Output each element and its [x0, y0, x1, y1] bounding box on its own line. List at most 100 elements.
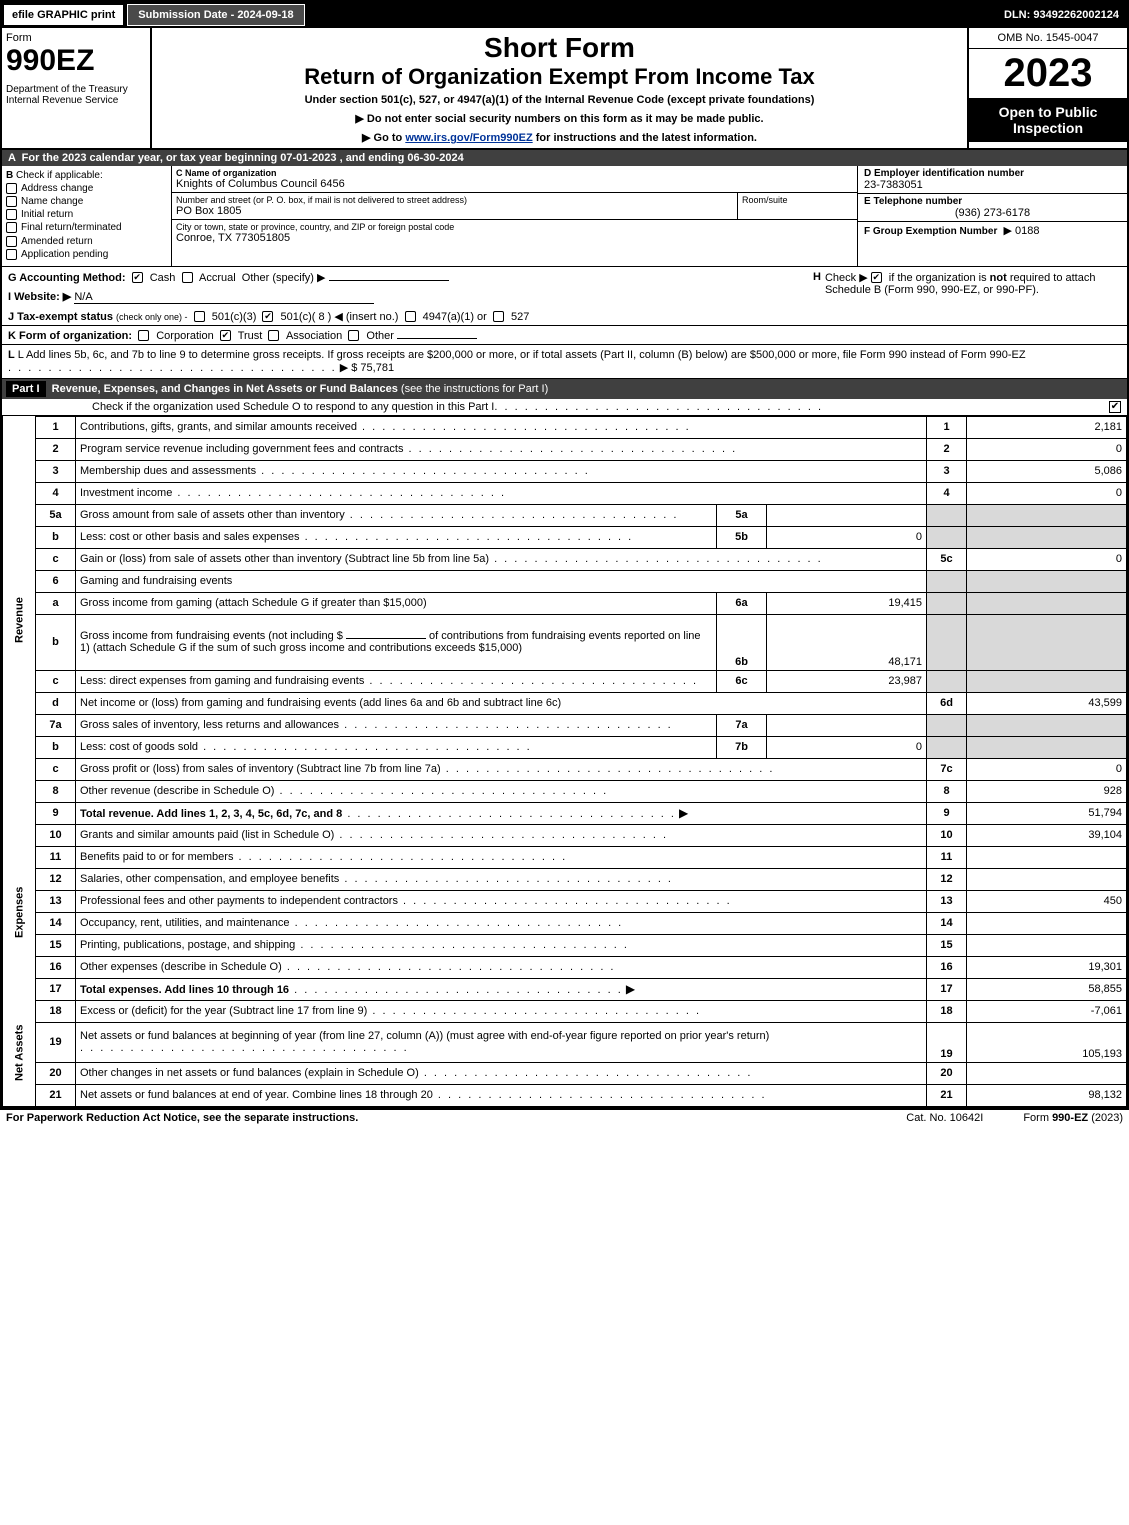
checkbox-address-change[interactable]: [6, 183, 17, 194]
checkbox-corp[interactable]: [138, 330, 149, 341]
l-row: L L Add lines 5b, 6c, and 7b to line 9 t…: [2, 345, 1127, 379]
j-small: (check only one) -: [116, 312, 188, 322]
part1-check-text: Check if the organization used Schedule …: [92, 401, 494, 413]
j-status: J Tax-exempt status (check only one) - 5…: [2, 306, 807, 325]
netassets-side: Net Assets: [3, 1000, 36, 1106]
table-row: bGross income from fundraising events (n…: [3, 614, 1127, 670]
irs-link[interactable]: www.irs.gov/Form990EZ: [405, 132, 532, 144]
checkbox-name-change[interactable]: [6, 196, 17, 207]
checkbox-trust[interactable]: ✔: [220, 330, 231, 341]
efile-print-button[interactable]: efile GRAPHIC print: [4, 5, 123, 25]
checkbox-4947[interactable]: [405, 311, 416, 322]
table-row: 11Benefits paid to or for members11: [3, 846, 1127, 868]
k-o3: Association: [286, 330, 342, 342]
table-row: Net Assets 18Excess or (deficit) for the…: [3, 1000, 1127, 1022]
table-row: cGain or (loss) from sale of assets othe…: [3, 548, 1127, 570]
goto-post: for instructions and the latest informat…: [533, 132, 757, 144]
dln-label: DLN: 93492262002124: [996, 5, 1127, 25]
checkbox-501c3[interactable]: [194, 311, 205, 322]
footer-left: For Paperwork Reduction Act Notice, see …: [6, 1112, 358, 1124]
ln-val: 2,181: [967, 416, 1127, 438]
tax-year: 2023: [969, 49, 1127, 98]
part1-title: Revenue, Expenses, and Changes in Net As…: [52, 383, 398, 395]
footer: For Paperwork Reduction Act Notice, see …: [0, 1109, 1129, 1126]
h-not: not: [990, 272, 1007, 284]
form-number: 990EZ: [6, 44, 146, 78]
checkbox-assoc[interactable]: [268, 330, 279, 341]
checkbox-initial-return[interactable]: [6, 209, 17, 220]
ln-box: 1: [927, 416, 967, 438]
checkbox-cash[interactable]: ✔: [132, 272, 143, 283]
gh-row: G Accounting Method: ✔ Cash Accrual Othe…: [2, 267, 1127, 326]
checkbox-schedule-o[interactable]: ✔: [1109, 401, 1121, 413]
e-val: (936) 273-6178: [864, 207, 1121, 219]
checkbox-h[interactable]: ✔: [871, 272, 882, 283]
l-text: L Add lines 5b, 6c, and 7b to line 9 to …: [18, 349, 1026, 361]
checkbox-final-return[interactable]: [6, 222, 17, 233]
e-phone: E Telephone number (936) 273-6178: [858, 194, 1127, 222]
b-item-4: Amended return: [21, 236, 93, 247]
k-other-input[interactable]: [397, 338, 477, 339]
g-other-input[interactable]: [329, 280, 449, 281]
j-lbl: J Tax-exempt status: [8, 311, 113, 323]
d-lbl: D Employer identification number: [864, 168, 1121, 179]
table-row: 13Professional fees and other payments t…: [3, 890, 1127, 912]
c-room-lbl: Room/suite: [742, 195, 853, 205]
table-row: 12Salaries, other compensation, and empl…: [3, 868, 1127, 890]
c-street-row: Number and street (or P. O. box, if mail…: [172, 193, 857, 220]
part1-header: Part I Revenue, Expenses, and Changes in…: [2, 379, 1127, 399]
k-row: K Form of organization: Corporation ✔ Tr…: [2, 326, 1127, 345]
table-row: 19Net assets or fund balances at beginni…: [3, 1022, 1127, 1062]
section-a-text: For the 2023 calendar year, or tax year …: [22, 152, 464, 164]
table-row: cGross profit or (loss) from sales of in…: [3, 758, 1127, 780]
section-b: B Check if applicable: Address change Na…: [2, 166, 172, 266]
checkbox-527[interactable]: [493, 311, 504, 322]
table-row: cLess: direct expenses from gaming and f…: [3, 670, 1127, 692]
table-row: Revenue 1 Contributions, gifts, grants, …: [3, 416, 1127, 438]
table-row: 4Investment income40: [3, 482, 1127, 504]
k-o2: Trust: [238, 330, 263, 342]
table-row: dNet income or (loss) from gaming and fu…: [3, 692, 1127, 714]
l-arrow: ▶ $: [340, 362, 358, 374]
header-center: Short Form Return of Organization Exempt…: [152, 28, 967, 148]
h-box: H Check ▶ ✔ if the organization is not r…: [807, 267, 1127, 325]
no-ssn-note: ▶ Do not enter social security numbers o…: [160, 112, 959, 125]
omb-number: OMB No. 1545-0047: [969, 28, 1127, 49]
table-row: 8Other revenue (describe in Schedule O)8…: [3, 780, 1127, 802]
e-lbl: E Telephone number: [864, 196, 1121, 207]
expenses-side: Expenses: [3, 824, 36, 1000]
table-row: 9Total revenue. Add lines 1, 2, 3, 4, 5c…: [3, 802, 1127, 824]
i-website: I Website: ▶ N/A: [2, 286, 807, 306]
form-title: Return of Organization Exempt From Incom…: [160, 64, 959, 90]
goto-pre: ▶ Go to: [362, 132, 405, 144]
form-header: Form 990EZ Department of the Treasury In…: [2, 28, 1127, 150]
checkbox-amended-return[interactable]: [6, 236, 17, 247]
checkbox-501c[interactable]: ✔: [262, 311, 273, 322]
under-section: Under section 501(c), 527, or 4947(a)(1)…: [160, 94, 959, 106]
checkbox-accrual[interactable]: [182, 272, 193, 283]
b-item-1: Name change: [21, 196, 83, 207]
6b-input[interactable]: [346, 638, 426, 639]
k-o1: Corporation: [156, 330, 213, 342]
table-row: aGross income from gaming (attach Schedu…: [3, 592, 1127, 614]
dept-label: Department of the Treasury: [6, 84, 146, 95]
g-other: Other (specify) ▶: [242, 272, 326, 284]
checkbox-other-org[interactable]: [348, 330, 359, 341]
footer-right: Form 990-EZ (2023): [1023, 1112, 1123, 1124]
c-city: City or town, state or province, country…: [172, 220, 857, 246]
table-row: 2Program service revenue including gover…: [3, 438, 1127, 460]
g-lbl: G Accounting Method:: [8, 272, 126, 284]
part1-check-row: Check if the organization used Schedule …: [2, 399, 1127, 416]
form-container: efile GRAPHIC print Submission Date - 20…: [0, 0, 1129, 1109]
submission-date-button[interactable]: Submission Date - 2024-09-18: [127, 4, 304, 26]
i-val: N/A: [74, 291, 374, 304]
org-name: Knights of Columbus Council 6456: [176, 178, 853, 190]
table-row: 16Other expenses (describe in Schedule O…: [3, 956, 1127, 978]
ln-num: 1: [36, 416, 76, 438]
bc-def-row: B Check if applicable: Address change Na…: [2, 166, 1127, 267]
c-city-val: Conroe, TX 773051805: [176, 232, 853, 244]
checkbox-application-pending[interactable]: [6, 249, 17, 260]
header-right: OMB No. 1545-0047 2023 Open to Public In…: [967, 28, 1127, 148]
k-lbl: K Form of organization:: [8, 330, 132, 342]
part1-tag: Part I: [6, 381, 46, 397]
